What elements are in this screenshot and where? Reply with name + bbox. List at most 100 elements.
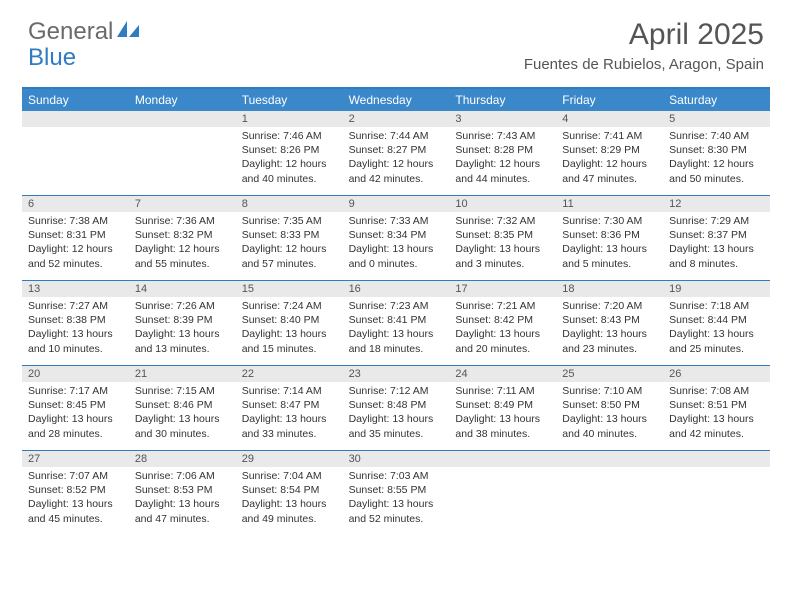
- daylight-text: Daylight: 13 hours and 42 minutes.: [669, 412, 764, 440]
- calendar-cell: 19Sunrise: 7:18 AMSunset: 8:44 PMDayligh…: [663, 281, 770, 365]
- sunset-text: Sunset: 8:54 PM: [242, 483, 337, 497]
- calendar-week: 27Sunrise: 7:07 AMSunset: 8:52 PMDayligh…: [22, 450, 770, 535]
- sunset-text: Sunset: 8:32 PM: [135, 228, 230, 242]
- daylight-text: Daylight: 13 hours and 38 minutes.: [455, 412, 550, 440]
- daylight-text: Daylight: 13 hours and 45 minutes.: [28, 497, 123, 525]
- day-number: 13: [22, 281, 129, 297]
- sunrise-text: Sunrise: 7:32 AM: [455, 214, 550, 228]
- day-number: 29: [236, 451, 343, 467]
- header: General April 2025 Fuentes de Rubielos, …: [0, 0, 792, 73]
- day-details: Sunrise: 7:41 AMSunset: 8:29 PMDaylight:…: [556, 127, 663, 190]
- sunset-text: Sunset: 8:52 PM: [28, 483, 123, 497]
- calendar-cell: 13Sunrise: 7:27 AMSunset: 8:38 PMDayligh…: [22, 281, 129, 365]
- day-number: 19: [663, 281, 770, 297]
- day-details: Sunrise: 7:12 AMSunset: 8:48 PMDaylight:…: [343, 382, 450, 445]
- day-number: 24: [449, 366, 556, 382]
- daylight-text: Daylight: 12 hours and 57 minutes.: [242, 242, 337, 270]
- daylight-text: Daylight: 13 hours and 20 minutes.: [455, 327, 550, 355]
- sunset-text: Sunset: 8:49 PM: [455, 398, 550, 412]
- day-number: 2: [343, 111, 450, 127]
- dayhead-sunday: Sunday: [22, 89, 129, 111]
- sunset-text: Sunset: 8:28 PM: [455, 143, 550, 157]
- sunset-text: Sunset: 8:33 PM: [242, 228, 337, 242]
- sunrise-text: Sunrise: 7:30 AM: [562, 214, 657, 228]
- sunset-text: Sunset: 8:35 PM: [455, 228, 550, 242]
- calendar-cell: 30Sunrise: 7:03 AMSunset: 8:55 PMDayligh…: [343, 451, 450, 535]
- dayhead-saturday: Saturday: [663, 89, 770, 111]
- dayhead-monday: Monday: [129, 89, 236, 111]
- day-details: Sunrise: 7:06 AMSunset: 8:53 PMDaylight:…: [129, 467, 236, 530]
- day-number: 3: [449, 111, 556, 127]
- daylight-text: Daylight: 13 hours and 28 minutes.: [28, 412, 123, 440]
- calendar-cell: 23Sunrise: 7:12 AMSunset: 8:48 PMDayligh…: [343, 366, 450, 450]
- calendar-week: 20Sunrise: 7:17 AMSunset: 8:45 PMDayligh…: [22, 365, 770, 450]
- sunrise-text: Sunrise: 7:43 AM: [455, 129, 550, 143]
- location-label: Fuentes de Rubielos, Aragon, Spain: [524, 56, 764, 73]
- month-title: April 2025: [524, 18, 764, 52]
- day-details: Sunrise: 7:24 AMSunset: 8:40 PMDaylight:…: [236, 297, 343, 360]
- day-details: Sunrise: 7:03 AMSunset: 8:55 PMDaylight:…: [343, 467, 450, 530]
- sunset-text: Sunset: 8:44 PM: [669, 313, 764, 327]
- day-details: Sunrise: 7:23 AMSunset: 8:41 PMDaylight:…: [343, 297, 450, 360]
- logo-sail-icon: [115, 18, 141, 46]
- day-number: [449, 451, 556, 467]
- day-details: Sunrise: 7:08 AMSunset: 8:51 PMDaylight:…: [663, 382, 770, 445]
- daylight-text: Daylight: 13 hours and 0 minutes.: [349, 242, 444, 270]
- calendar-cell: [556, 451, 663, 535]
- calendar-week: 13Sunrise: 7:27 AMSunset: 8:38 PMDayligh…: [22, 280, 770, 365]
- sunrise-text: Sunrise: 7:26 AM: [135, 299, 230, 313]
- day-number: [556, 451, 663, 467]
- daylight-text: Daylight: 12 hours and 52 minutes.: [28, 242, 123, 270]
- day-number: [129, 111, 236, 127]
- daylight-text: Daylight: 13 hours and 8 minutes.: [669, 242, 764, 270]
- calendar-week: 6Sunrise: 7:38 AMSunset: 8:31 PMDaylight…: [22, 195, 770, 280]
- calendar-cell: 22Sunrise: 7:14 AMSunset: 8:47 PMDayligh…: [236, 366, 343, 450]
- calendar-week: 1 Sunrise: 7:46 AMSunset: 8:26 PM Daylight…: [22, 111, 770, 195]
- calendar-cell: [449, 451, 556, 535]
- day-number: 4: [556, 111, 663, 127]
- sunrise-text: Sunrise: 7:23 AM: [349, 299, 444, 313]
- calendar-cell: 1Sunrise: 7:46 AMSunset: 8:26 PMDaylight…: [236, 111, 343, 195]
- day-number: 23: [343, 366, 450, 382]
- daylight-text: Daylight: 13 hours and 25 minutes.: [669, 327, 764, 355]
- sunrise-text: Sunrise: 7:46 AM: [242, 129, 337, 143]
- day-details: Sunrise: 7:18 AMSunset: 8:44 PMDaylight:…: [663, 297, 770, 360]
- sunset-text: Sunset: 8:39 PM: [135, 313, 230, 327]
- calendar-cell: 12Sunrise: 7:29 AMSunset: 8:37 PMDayligh…: [663, 196, 770, 280]
- sunrise-text: Sunrise: 7:03 AM: [349, 469, 444, 483]
- sunrise-text: Sunrise: 7:08 AM: [669, 384, 764, 398]
- sunrise-text: Sunrise: 7:40 AM: [669, 129, 764, 143]
- day-number: 17: [449, 281, 556, 297]
- day-details: Sunrise: 7:38 AMSunset: 8:31 PMDaylight:…: [22, 212, 129, 275]
- daylight-text: Daylight: 13 hours and 35 minutes.: [349, 412, 444, 440]
- sunrise-text: Sunrise: 7:38 AM: [28, 214, 123, 228]
- sunset-text: Sunset: 8:26 PM: [242, 143, 337, 157]
- calendar-cell: 26Sunrise: 7:08 AMSunset: 8:51 PMDayligh…: [663, 366, 770, 450]
- day-number: 25: [556, 366, 663, 382]
- calendar-cell: 27Sunrise: 7:07 AMSunset: 8:52 PMDayligh…: [22, 451, 129, 535]
- calendar-cell: 15Sunrise: 7:24 AMSunset: 8:40 PMDayligh…: [236, 281, 343, 365]
- calendar-cell: [663, 451, 770, 535]
- sunrise-text: Sunrise: 7:17 AM: [28, 384, 123, 398]
- sunset-text: Sunset: 8:53 PM: [135, 483, 230, 497]
- day-number: 30: [343, 451, 450, 467]
- day-number: [22, 111, 129, 127]
- daylight-text: Daylight: 13 hours and 5 minutes.: [562, 242, 657, 270]
- daylight-text: Daylight: 13 hours and 18 minutes.: [349, 327, 444, 355]
- day-details: Sunrise: 7:07 AMSunset: 8:52 PMDaylight:…: [22, 467, 129, 530]
- sunrise-text: Sunrise: 7:35 AM: [242, 214, 337, 228]
- calendar-cell: 6Sunrise: 7:38 AMSunset: 8:31 PMDaylight…: [22, 196, 129, 280]
- sunset-text: Sunset: 8:43 PM: [562, 313, 657, 327]
- day-number: 6: [22, 196, 129, 212]
- calendar-cell: 7Sunrise: 7:36 AMSunset: 8:32 PMDaylight…: [129, 196, 236, 280]
- calendar-cell: 20Sunrise: 7:17 AMSunset: 8:45 PMDayligh…: [22, 366, 129, 450]
- day-details: Sunrise: 7:33 AMSunset: 8:34 PMDaylight:…: [343, 212, 450, 275]
- dayhead-wednesday: Wednesday: [343, 89, 450, 111]
- daylight-text: Daylight: 12 hours and 47 minutes.: [562, 157, 657, 185]
- day-number: 1: [236, 111, 343, 127]
- sunrise-text: Sunrise: 7:44 AM: [349, 129, 444, 143]
- day-number: 9: [343, 196, 450, 212]
- sunrise-text: Sunrise: 7:12 AM: [349, 384, 444, 398]
- calendar-cell: 24Sunrise: 7:11 AMSunset: 8:49 PMDayligh…: [449, 366, 556, 450]
- sunrise-text: Sunrise: 7:36 AM: [135, 214, 230, 228]
